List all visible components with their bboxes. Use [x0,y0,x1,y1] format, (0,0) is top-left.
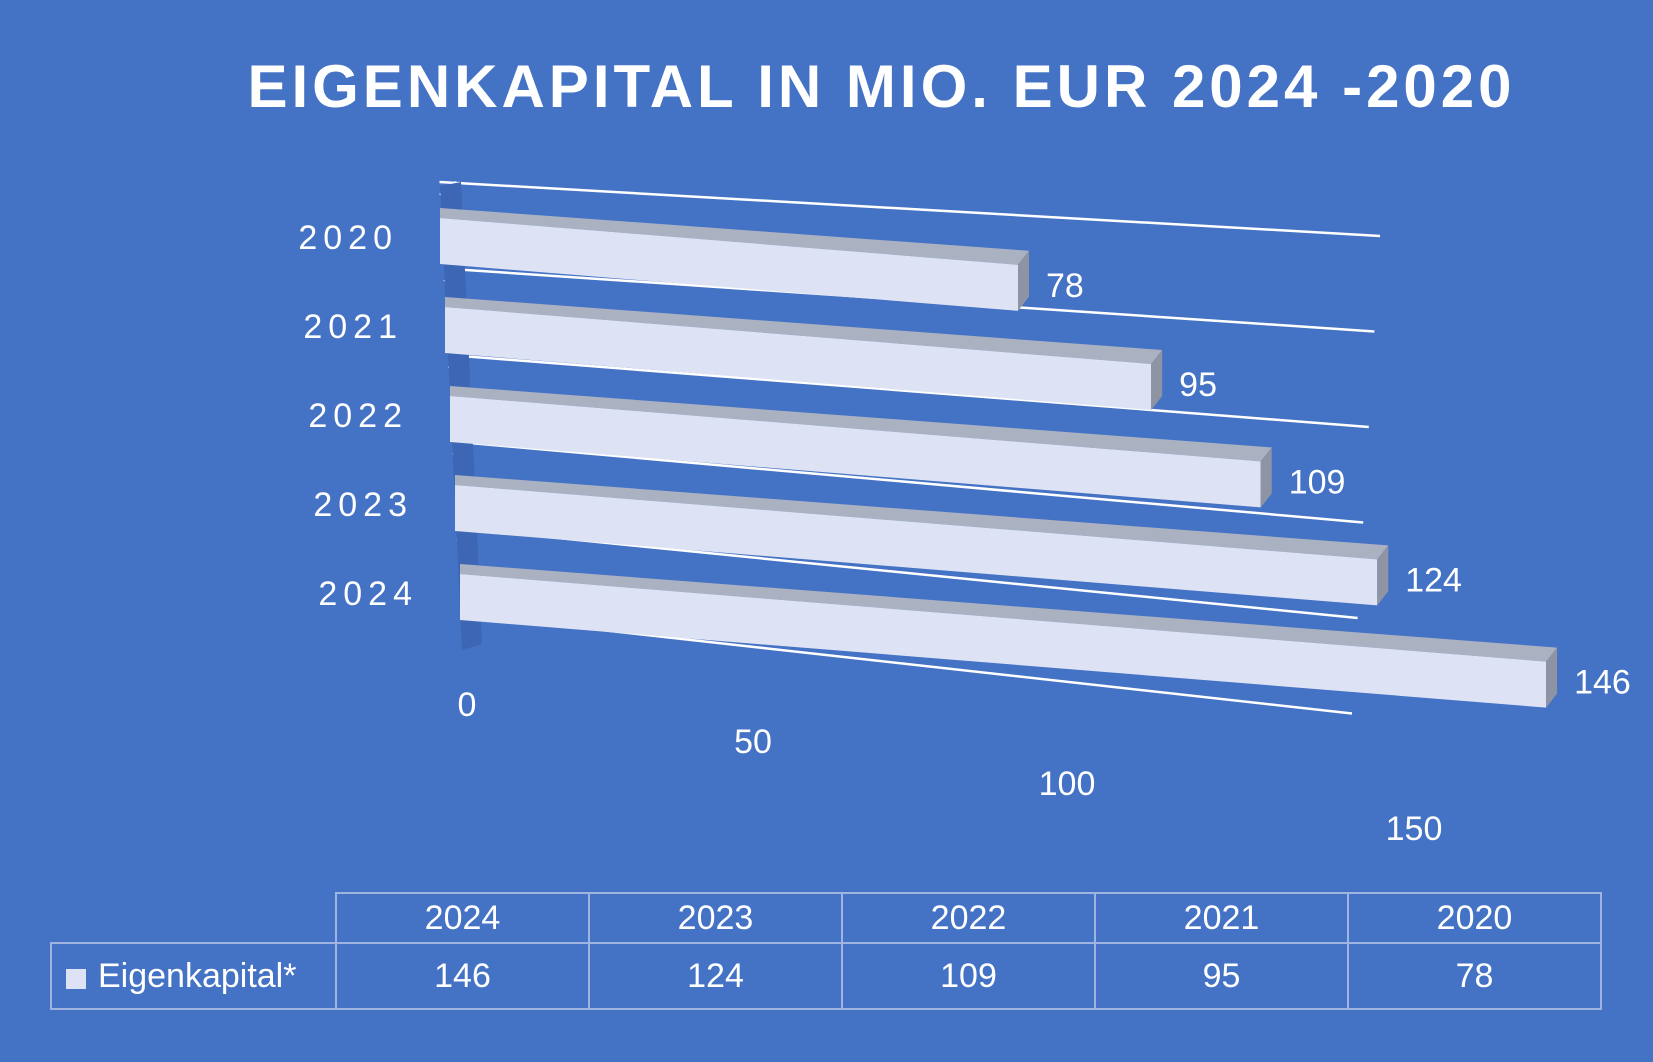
x-tick-label: 100 [1039,765,1096,803]
gridline [452,440,1364,524]
x-tick-label: 50 [734,723,772,761]
bars [440,208,1558,708]
table-cell: 146 [335,942,590,1010]
bar [455,485,1378,606]
bar-side [1546,647,1558,708]
category-label: 2023 [313,486,413,524]
legend-label: Eigenkapital* [98,956,297,995]
table-header-cell: 2020 [1347,892,1602,944]
bar-side [1377,545,1389,606]
table-header-cell: 2024 [335,892,590,944]
bar-top [460,564,1558,662]
gridline [439,180,1381,238]
table-header-cell: 2023 [588,892,843,944]
table-header-cell: 2022 [841,892,1096,944]
category-label: 2022 [308,397,408,435]
table-corner [51,893,337,944]
legend-key: Eigenkapital* [50,942,337,1010]
chart-title: EIGENKAPITAL IN MIO. EUR 2024 -2020 [247,53,1516,120]
bar-top [455,475,1389,560]
table-row: Eigenkapital* 146 124 109 95 78 [50,942,1602,1010]
bar [460,574,1547,708]
bar [440,218,1018,311]
category-label: 2024 [318,575,418,613]
gridline [448,353,1369,429]
bar-top [450,386,1272,462]
table-cell: 124 [588,942,843,1010]
legend-swatch [66,968,86,989]
bar-top [445,297,1163,364]
data-label: 109 [1289,463,1346,501]
data-label: 146 [1574,664,1631,702]
labels: 78 2020 95 2021 109 2022 124 2023 146 2024 0 50 100 1… [298,219,1630,848]
bar-side [1260,447,1272,508]
bar [450,396,1261,508]
x-tick-label: 0 [458,686,477,724]
table-header-cell: 2021 [1094,892,1349,944]
data-label: 124 [1405,561,1462,599]
category-label: 2020 [298,219,398,257]
data-table: 2024 2023 2022 2021 2020 Eigenkapital* 1… [50,892,1602,1010]
bar-top [440,208,1029,265]
table-cell: 78 [1347,942,1602,1010]
x-tick-label: 150 [1386,810,1443,848]
bar-side [1151,350,1163,410]
table-header-row: 2024 2023 2022 2021 2020 [51,892,1602,944]
bar [445,307,1152,410]
data-label: 78 [1046,267,1084,305]
table-cell: 95 [1094,942,1349,1010]
table-cell: 109 [841,942,1096,1010]
bar-side [1018,250,1029,311]
category-label: 2021 [303,308,403,346]
data-label: 95 [1179,366,1217,404]
